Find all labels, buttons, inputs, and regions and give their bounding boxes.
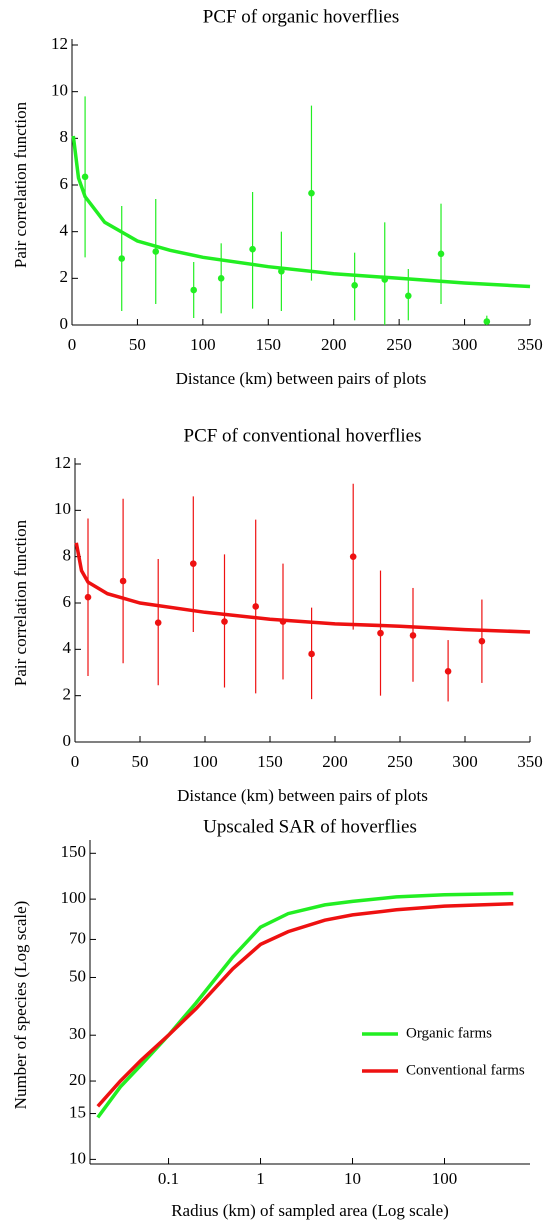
y-tick-label: 2 (60, 267, 69, 286)
x-tick-label: 150 (257, 752, 283, 771)
x-axis-label: Distance (km) between pairs of plots (177, 786, 428, 805)
point (190, 560, 197, 567)
x-tick-label: 300 (452, 335, 478, 354)
x-tick-label: 50 (132, 752, 149, 771)
y-tick-label: 10 (51, 81, 68, 100)
point (190, 286, 197, 294)
point (351, 282, 358, 289)
y-tick-label: 50 (69, 966, 86, 985)
y-tick-label: 8 (60, 127, 69, 146)
point (154, 619, 162, 626)
point (217, 275, 225, 282)
y-tick-label: 10 (69, 1148, 86, 1167)
x-tick-label: 50 (129, 335, 146, 354)
chart-title: Upscaled SAR of hoverflies (203, 816, 417, 837)
y-tick-label: 15 (69, 1102, 86, 1121)
y-tick-label: 30 (69, 1024, 86, 1043)
x-tick-label: 150 (256, 335, 282, 354)
point (377, 629, 384, 637)
x-axis-label: Distance (km) between pairs of plots (176, 369, 427, 388)
y-axis-label: Pair correlation function (11, 101, 30, 268)
fit-curve (71, 135, 531, 289)
y-tick-label: 10 (54, 499, 71, 518)
y-tick-label: 0 (63, 731, 72, 750)
x-tick-label: 1 (256, 1169, 265, 1188)
point (308, 189, 315, 197)
point (478, 637, 486, 645)
y-tick-label: 12 (54, 453, 71, 472)
y-tick-label: 0 (60, 314, 69, 333)
x-tick-label: 10 (344, 1169, 361, 1188)
x-tick-label: 250 (387, 752, 413, 771)
point (349, 553, 357, 560)
x-tick-label: 100 (432, 1169, 458, 1188)
point (252, 603, 259, 610)
point (118, 255, 126, 262)
point (152, 248, 160, 255)
x-tick-label: 200 (322, 752, 348, 771)
x-tick-label: 250 (386, 335, 412, 354)
fit-curve (74, 542, 531, 634)
y-tick-label: 12 (51, 34, 68, 53)
point (221, 618, 228, 625)
point (444, 668, 452, 675)
point (483, 318, 491, 325)
y-tick-label: 4 (60, 221, 69, 240)
x-tick-label: 100 (190, 335, 216, 354)
chart-title: PCF of organic hoverflies (203, 6, 400, 27)
y-tick-label: 6 (60, 174, 69, 193)
point (437, 250, 445, 258)
series-line (96, 901, 514, 1108)
x-tick-label: 300 (452, 752, 478, 771)
x-tick-label: 0.1 (158, 1169, 179, 1188)
point (119, 577, 127, 585)
x-tick-label: 100 (192, 752, 218, 771)
y-tick-label: 20 (69, 1070, 86, 1089)
point (409, 632, 417, 639)
x-tick-label: 0 (68, 335, 77, 354)
y-tick-label: 6 (63, 592, 72, 611)
y-tick-label: 4 (63, 638, 72, 657)
x-tick-label: 0 (71, 752, 80, 771)
y-axis-label: Pair correlation function (11, 519, 30, 686)
y-tick-label: 100 (61, 888, 87, 907)
point (249, 245, 256, 253)
legend-label: Organic farms (406, 1025, 492, 1041)
y-axis-label: Number of species (Log scale) (11, 901, 30, 1110)
chart-title: PCF of conventional hoverflies (184, 425, 422, 446)
x-tick-label: 350 (517, 752, 543, 771)
point (308, 650, 315, 658)
x-tick-label: 200 (321, 335, 347, 354)
x-axis-label: Radius (km) of sampled area (Log scale) (171, 1201, 449, 1220)
series-line (96, 891, 514, 1119)
point (81, 173, 89, 181)
y-tick-label: 2 (63, 685, 72, 704)
legend-label: Conventional farms (406, 1062, 525, 1078)
y-tick-label: 70 (69, 928, 86, 947)
point (84, 593, 92, 601)
x-tick-label: 350 (517, 335, 543, 354)
point (405, 292, 412, 300)
y-tick-label: 8 (63, 546, 72, 565)
y-tick-label: 150 (61, 842, 87, 861)
